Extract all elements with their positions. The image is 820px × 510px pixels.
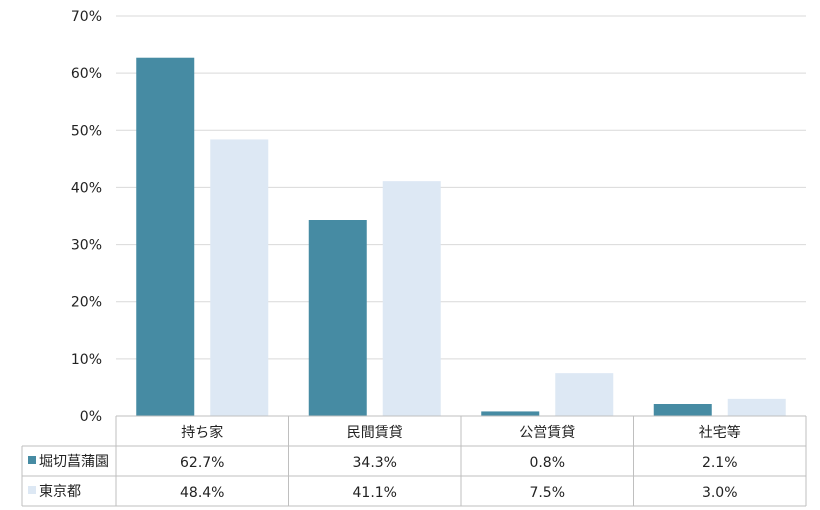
x-tick-label: 民間賃貸 [347,425,403,441]
data-label: 0.8% [529,455,565,471]
data-label: 62.7% [180,455,224,471]
legend-entry: 東京都 [39,484,81,500]
data-label: 7.5% [529,485,565,501]
data-label: 41.1% [353,485,397,501]
bar [308,220,367,416]
bar [382,181,441,416]
legend-entry: 堀切菖蒲園 [39,454,109,470]
legend-swatch [28,486,36,494]
bar [136,57,195,416]
data-label: 3.0% [702,485,738,501]
y-tick-label: 40% [71,180,102,196]
data-label: 48.4% [180,485,224,501]
y-tick-label: 20% [71,295,102,311]
bar [727,398,786,416]
legend-swatch [28,456,36,464]
y-tick-label: 70% [71,9,102,25]
bar [210,139,269,416]
bar [653,404,712,416]
data-label: 34.3% [353,455,397,471]
y-tick-label: 10% [71,352,102,368]
data-label: 2.1% [702,455,738,471]
x-tick-label: 公営賃貸 [519,425,575,441]
x-tick-label: 社宅等 [699,424,741,441]
y-tick-label: 0% [80,409,102,425]
bar [555,373,614,416]
x-tick-label: 持ち家 [181,424,223,441]
bar [481,411,540,416]
y-tick-label: 50% [71,123,102,139]
y-tick-label: 30% [71,238,102,254]
y-tick-label: 60% [71,66,102,82]
